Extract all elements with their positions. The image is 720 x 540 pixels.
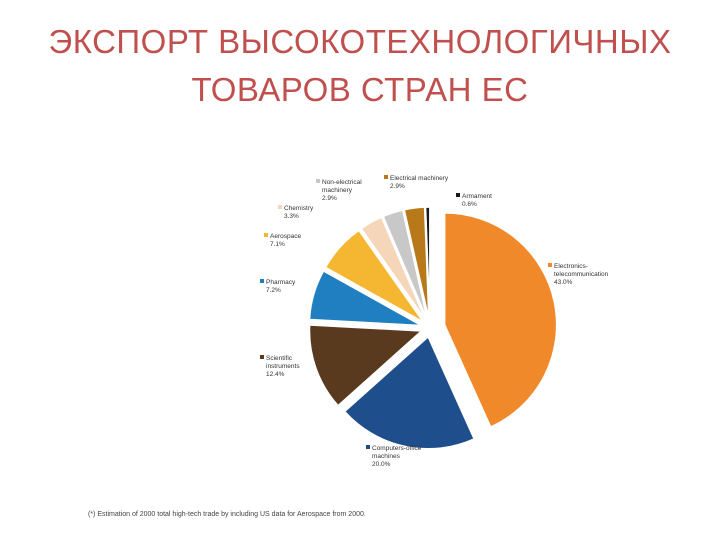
slice-value-label: 0.6%	[462, 201, 477, 208]
chart-footnote: (*) Estimation of 2000 total high-tech t…	[88, 511, 366, 518]
pie-slice-chemistry	[360, 216, 427, 321]
slice-name-label: machinery	[322, 187, 353, 194]
pie-slice-non-electrical-machinery	[382, 209, 428, 320]
pie-slice-armament	[424, 206, 431, 320]
legend-swatch	[260, 355, 264, 359]
pie-slice-electrical-machinery	[403, 206, 430, 320]
slice-name-label: Computers-office	[372, 445, 422, 452]
pie-slice-scientific-instruments	[308, 324, 424, 407]
slice-value-label: 2.9%	[322, 195, 337, 202]
legend-swatch	[384, 175, 388, 179]
slice-name-label: Scientific	[266, 355, 293, 362]
legend-swatch	[260, 279, 264, 283]
legend-swatch	[456, 193, 460, 197]
slice-name-label: Armament	[462, 193, 492, 200]
slice-name-label: telecommunication	[554, 271, 609, 278]
title-line-1: ЭКСПОРТ ВЫСОКОТЕХНОЛОГИЧНЫХ	[48, 23, 672, 60]
slice-name-label: Chemistry	[284, 205, 314, 212]
legend-swatch	[316, 179, 320, 183]
slice-name-label: Non-electrical	[322, 179, 362, 186]
slice-value-label: 7.2%	[266, 287, 281, 294]
slice-value-label: 20.0%	[372, 461, 391, 468]
legend-swatch	[264, 233, 268, 237]
pie-slice-computers-office-machines	[343, 335, 476, 450]
legend-swatch	[548, 263, 552, 267]
slice-name-label: instruments	[266, 363, 300, 370]
pie-slice-aerospace	[324, 229, 424, 323]
title-line-2: ТОВАРОВ СТРАН ЕС	[191, 71, 529, 108]
slice-value-label: 7.1%	[270, 241, 285, 248]
slice-value-label: 43.0%	[554, 279, 573, 286]
pie-slice-pharmacy	[308, 269, 422, 327]
slice-name-label: Electrical machinery	[390, 175, 449, 182]
slice-name-label: machines	[372, 453, 401, 460]
slice-name-label: Aerospace	[270, 233, 301, 240]
legend-swatch	[278, 205, 282, 209]
pie-slice-electronics-telecommunication	[443, 212, 558, 428]
legend-swatch	[366, 445, 370, 449]
slice-name-label: Pharmacy	[266, 279, 296, 286]
slice-name-label: Electronics-	[554, 263, 588, 270]
slice-value-label: 2.9%	[390, 183, 405, 190]
slice-value-label: 3.3%	[284, 213, 299, 220]
page-title: ЭКСПОРТ ВЫСОКОТЕХНОЛОГИЧНЫХ ТОВАРОВ СТРА…	[0, 18, 720, 114]
slice-value-label: 12.4%	[266, 371, 285, 378]
